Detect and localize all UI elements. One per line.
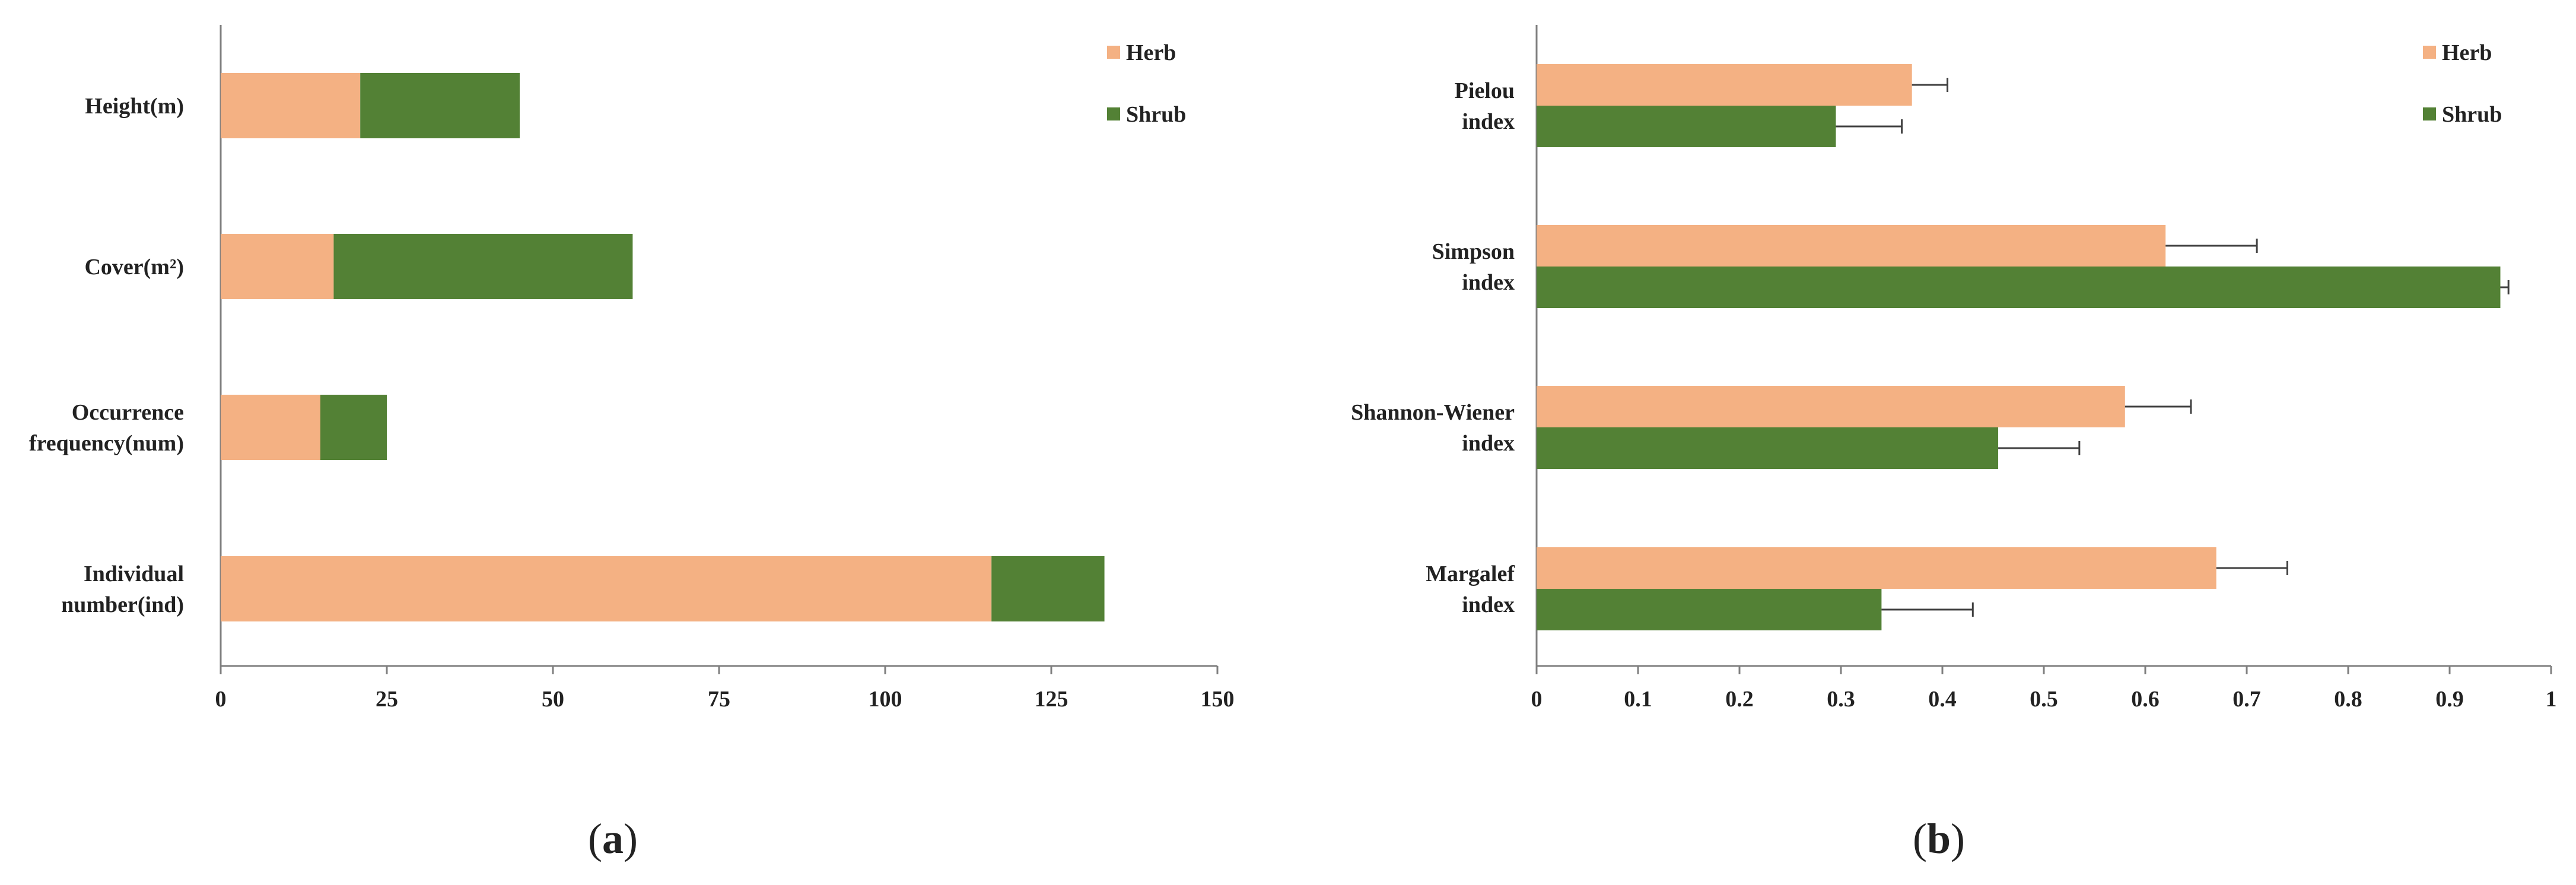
legend-label-herb: Herb [2442,40,2492,65]
x-tick-label: 0.7 [2232,687,2261,712]
bar-shrub-individual-number-ind [991,556,1105,621]
bar-herb-individual-number-ind [221,556,992,621]
category-label-line: Simpson [1432,239,1515,264]
category-label-line: index [1462,270,1515,295]
panel-label-b-letter: b [1927,815,1951,862]
category-label-line: Shannon-Wiener [1351,400,1515,425]
legend-swatch-shrub [2423,107,2436,120]
bar-herb-margalef-index [1537,547,2216,589]
legend-label-shrub: Shrub [2442,102,2502,127]
x-tick-label: 0 [215,687,227,712]
x-tick-label: 0.4 [1928,687,1957,712]
category-label: Individual number(ind) [61,562,184,617]
panel-label-a-letter: a [602,815,624,862]
bar-herb-pielou-index [1537,64,1912,106]
panel-label-b: (b) [1913,815,1965,862]
category-label-line: index [1462,431,1515,456]
x-tick-label: 150 [1201,687,1235,712]
category-label: Cover(m²) [84,255,184,280]
category-label: Height(m) [85,94,184,119]
legend-swatch-herb [1107,46,1120,59]
bar-herb-occurrence-frequency-num [221,395,320,460]
bar-shrub-occurrence-frequency-num [320,395,387,460]
bar-herb-shannon-wiener-index [1537,386,2125,427]
category-label: Simpson index [1432,239,1515,295]
legend-label-herb: Herb [1126,40,1176,65]
category-label-line: Individual [84,562,184,586]
panel-label-a: (a) [588,815,638,862]
x-tick-label: 75 [708,687,730,712]
x-tick-label: 125 [1035,687,1068,712]
x-tick-label: 0.8 [2334,687,2362,712]
x-tick-label: 50 [542,687,564,712]
bar-shrub-margalef-index [1537,589,1882,630]
x-tick-label: 100 [869,687,902,712]
bar-herb-cover-m [221,234,334,299]
category-label-line: frequency(num) [29,431,184,456]
x-tick-label: 0.9 [2435,687,2464,712]
x-tick-label: 0.6 [2131,687,2160,712]
category-label-line: Margalef [1426,562,1515,586]
bar-shrub-pielou-index [1537,106,1836,147]
category-label-line: Pielou [1455,78,1515,103]
category-label-line: Occurrence [72,400,184,425]
category-label: Occurrence frequency(num) [29,400,184,456]
category-label-line: number(ind) [61,592,184,617]
chart-panel-a: 0 25 50 75 100 125 150 Height(m) Cover(m²) Occurr… [29,25,1235,712]
category-label-line: index [1462,592,1515,617]
bar-shrub-cover-m [333,234,633,299]
x-tick-label: 25 [376,687,398,712]
category-label-line: index [1462,109,1515,134]
category-label: Margalef index [1426,562,1515,617]
bar-herb-simpson-index [1537,225,2166,267]
bar-shrub-shannon-wiener-index [1537,427,1999,469]
x-tick-label: 0 [1531,687,1543,712]
legend-label-shrub: Shrub [1126,102,1186,127]
x-tick-label: 0.5 [2030,687,2058,712]
x-tick-label: 0.1 [1624,687,1652,712]
category-label: Shannon-Wiener index [1351,400,1515,456]
legend-swatch-herb [2423,46,2436,59]
bar-shrub-height-m [360,73,520,138]
category-label-line: Height(m) [85,94,184,119]
chart-panel-b: 0 0.1 0.2 0.3 0.4 0.5 0.6 0.7 0.8 0.9 1 Pielou index… [1351,25,2557,712]
legend-swatch-shrub [1107,107,1120,120]
category-label-line: Cover(m²) [84,255,184,280]
x-tick-label: 0.3 [1827,687,1855,712]
x-tick-label: 1 [2546,687,2557,712]
category-label: Pielou index [1455,78,1515,134]
bar-shrub-simpson-index [1537,267,2501,308]
x-tick-label: 0.2 [1725,687,1754,712]
bar-herb-height-m [221,73,361,138]
